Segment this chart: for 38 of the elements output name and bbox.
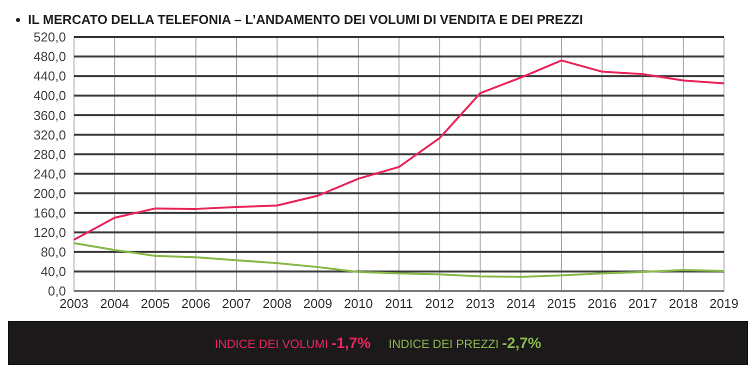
y-tick-label: 480,0 <box>33 49 66 64</box>
y-tick-label: 280,0 <box>33 146 66 162</box>
x-tick-label: 2013 <box>466 296 495 312</box>
y-tick-label: 0,0 <box>48 284 66 299</box>
x-tick-label: 2005 <box>140 296 170 312</box>
x-tick-label: 2019 <box>710 296 738 312</box>
text: -2,7% <box>502 334 542 352</box>
x-tick-label: 2010 <box>344 296 373 312</box>
y-tick-label: 40,0 <box>40 264 66 280</box>
x-tick-label: 2017 <box>628 296 658 312</box>
x-tick-label: 2012 <box>425 296 454 312</box>
y-tick-label: 440,0 <box>33 68 66 84</box>
x-tick-label: 2009 <box>303 296 332 312</box>
line-series <box>73 59 725 241</box>
text: -1,7% <box>331 334 371 352</box>
x-tick-label: 2007 <box>222 296 251 312</box>
y-tick-label: 360,0 <box>33 108 66 123</box>
y-tick-label: 120,0 <box>33 225 66 240</box>
x-tick-label: 2003 <box>60 296 88 312</box>
y-tick-label: 520,0 <box>33 30 66 45</box>
y-tick-label: 200,0 <box>33 186 66 201</box>
y-tick-label: 240,0 <box>33 166 66 182</box>
chart-title: IL MERCATO DELLA TELEFONIA – L’ANDAMENTO DEI VOLUMI DI VENDITA E DEI PREZZI <box>28 12 583 27</box>
x-tick-label: 2008 <box>262 296 292 312</box>
x-tick-label: 2016 <box>588 296 617 312</box>
x-tick-label: 2018 <box>668 296 698 312</box>
text: INDICE DEI VOLUMI <box>214 336 328 350</box>
text: INDICE DEI PREZZI <box>388 336 499 350</box>
x-tick-label: 2014 <box>506 296 536 312</box>
y-tick-label: 400,0 <box>33 88 66 104</box>
line-series <box>73 242 725 278</box>
x-tick-label: 2006 <box>181 296 210 312</box>
x-tick-label: 2011 <box>385 296 413 312</box>
y-tick-label: 320,0 <box>33 127 66 142</box>
y-tick-label: 160,0 <box>33 205 66 220</box>
x-tick-label: 2015 <box>547 296 576 312</box>
x-tick-label: 2004 <box>100 296 130 312</box>
y-tick-label: 80,0 <box>40 244 66 260</box>
